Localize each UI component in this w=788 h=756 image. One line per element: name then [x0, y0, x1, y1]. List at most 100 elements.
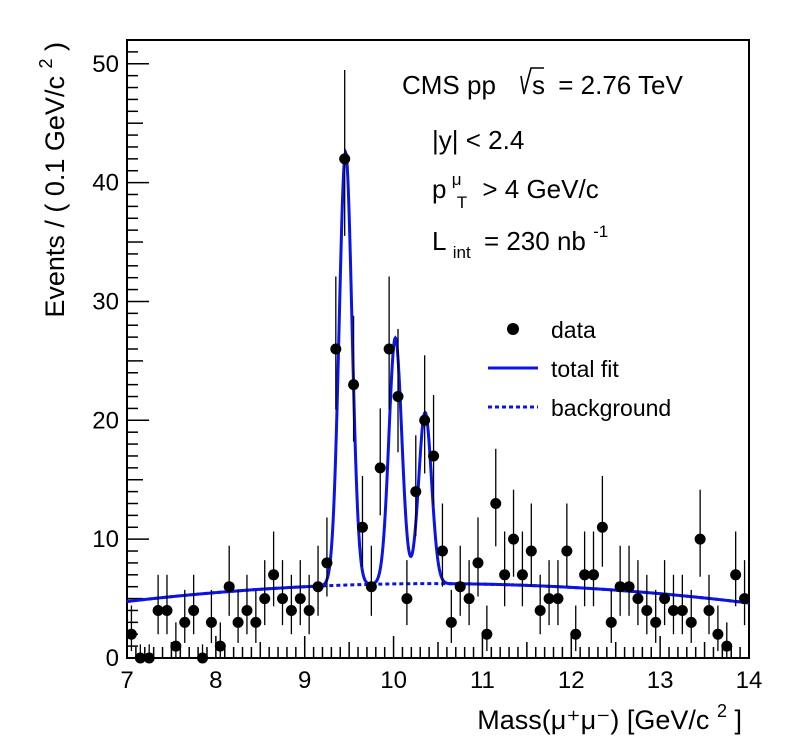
data-point	[694, 489, 706, 577]
data-point	[205, 589, 217, 643]
data-point	[641, 574, 653, 635]
data-marker	[419, 414, 431, 426]
experiment-label: CMS pp	[402, 70, 496, 100]
y-tick-label: 50	[92, 51, 119, 78]
data-point	[436, 503, 448, 587]
data-point	[676, 574, 688, 635]
data-marker	[667, 604, 679, 616]
data-point	[561, 503, 573, 587]
x-tick-label: 9	[298, 667, 311, 694]
y-tick-label: 40	[92, 170, 119, 197]
data-marker	[392, 391, 404, 403]
data-point	[712, 605, 724, 652]
data-point	[214, 622, 226, 658]
data-point	[188, 574, 200, 635]
data-point	[534, 574, 546, 635]
data-point	[552, 560, 564, 626]
data-point	[739, 560, 751, 626]
data-point	[383, 276, 395, 410]
data-marker	[499, 569, 511, 581]
y-tick-label: 0	[106, 645, 119, 672]
data-point	[614, 545, 626, 616]
sqrt-symbol	[520, 67, 544, 95]
data-point	[481, 605, 493, 652]
x-tick-label: 11	[470, 667, 495, 694]
x-tick-label: 10	[380, 667, 407, 694]
data-point	[330, 276, 342, 410]
data-marker	[321, 557, 333, 569]
data-point	[570, 605, 582, 652]
data-marker	[303, 604, 315, 616]
data-point	[241, 574, 253, 635]
data-point	[321, 517, 333, 597]
data-points	[125, 69, 751, 664]
data-point	[401, 560, 413, 626]
data-marker	[277, 593, 288, 605]
data-marker	[294, 593, 306, 605]
data-marker	[410, 486, 422, 498]
data-point	[232, 589, 244, 643]
data-marker	[365, 581, 377, 593]
legend-data-label: data	[551, 317, 596, 343]
data-marker	[454, 581, 466, 593]
data-point	[197, 644, 209, 664]
data-point	[508, 489, 520, 577]
data-marker	[481, 628, 493, 640]
data-point	[579, 531, 591, 607]
luminosity-label: L int = 230 nb -1	[432, 222, 608, 264]
data-marker	[383, 343, 395, 355]
data-point	[374, 408, 386, 516]
data-marker	[579, 569, 591, 581]
data-marker	[516, 569, 528, 581]
data-marker	[561, 545, 573, 557]
data-point	[365, 545, 377, 616]
data-point	[516, 531, 528, 607]
data-marker	[401, 593, 413, 605]
data-point	[277, 560, 288, 626]
data-point	[659, 560, 671, 626]
data-marker	[197, 652, 209, 664]
data-marker	[463, 593, 475, 605]
data-point	[428, 395, 440, 505]
data-marker	[259, 593, 271, 605]
y-tick-label: 20	[92, 407, 119, 434]
data-marker	[250, 616, 262, 628]
rapidity-cut: |y| < 2.4	[432, 125, 524, 155]
data-point	[134, 644, 146, 664]
data-point	[410, 435, 422, 537]
data-marker	[596, 521, 608, 533]
data-marker	[152, 604, 164, 616]
data-point	[294, 560, 306, 626]
data-point	[499, 531, 511, 607]
legend-total-fit-label: total fit	[551, 356, 619, 382]
data-marker	[348, 379, 360, 391]
data-marker	[339, 153, 351, 165]
data-point	[143, 644, 155, 664]
data-point	[348, 315, 360, 442]
data-point	[730, 531, 742, 607]
y-tick-label: 10	[92, 526, 119, 553]
data-marker	[445, 616, 457, 628]
data-point	[152, 574, 164, 635]
data-marker	[721, 640, 733, 652]
data-marker	[712, 628, 724, 640]
data-point	[223, 545, 235, 616]
data-point	[685, 589, 697, 643]
data-point	[703, 574, 715, 635]
data-marker	[623, 581, 635, 593]
data-marker	[588, 569, 599, 581]
data-marker	[436, 545, 448, 557]
data-point	[490, 448, 502, 547]
x-axis-title: Mass(μ⁺μ⁻) [GeV/c 2 ]	[477, 693, 742, 735]
data-marker	[659, 593, 671, 605]
data-marker	[223, 581, 235, 593]
data-marker	[170, 640, 182, 652]
data-marker	[356, 521, 368, 533]
data-point	[285, 574, 297, 635]
x-tick-label: 8	[209, 667, 222, 694]
fit-curves	[126, 148, 750, 605]
data-point	[605, 589, 617, 643]
data-marker	[525, 545, 537, 557]
data-marker	[641, 604, 653, 616]
